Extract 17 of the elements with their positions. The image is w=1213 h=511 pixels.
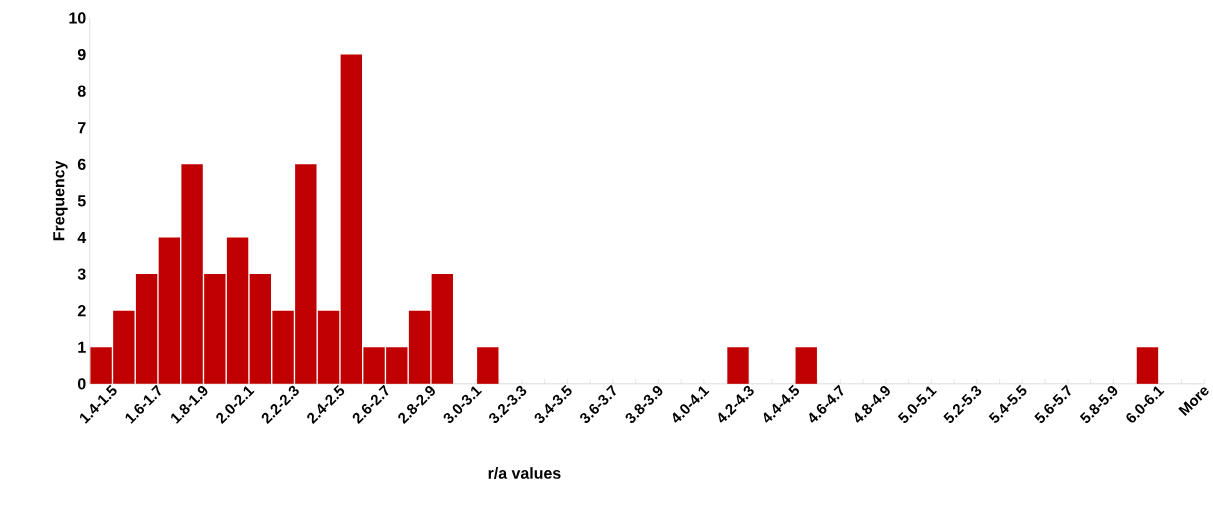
y-tick-label: 5 [77, 195, 86, 207]
y-tick-label: 8 [77, 85, 86, 97]
bar [431, 273, 453, 384]
y-tick-label: 4 [77, 231, 87, 243]
y-axis-title: Frequency [53, 160, 68, 240]
y-tick-label: 2 [77, 304, 86, 317]
y-tick-label: 1 [78, 341, 86, 353]
x-axis-title: r/a values [488, 466, 561, 479]
y-tick-label: 6 [77, 158, 86, 170]
y-tick-label: 10 [69, 12, 86, 24]
bar [1136, 347, 1159, 384]
bar [727, 347, 749, 384]
bar [477, 347, 499, 384]
bar [795, 347, 817, 384]
y-tick-label: 3 [77, 268, 86, 280]
y-tick-label: 7 [78, 122, 86, 133]
y-tick-label: 9 [77, 48, 86, 60]
